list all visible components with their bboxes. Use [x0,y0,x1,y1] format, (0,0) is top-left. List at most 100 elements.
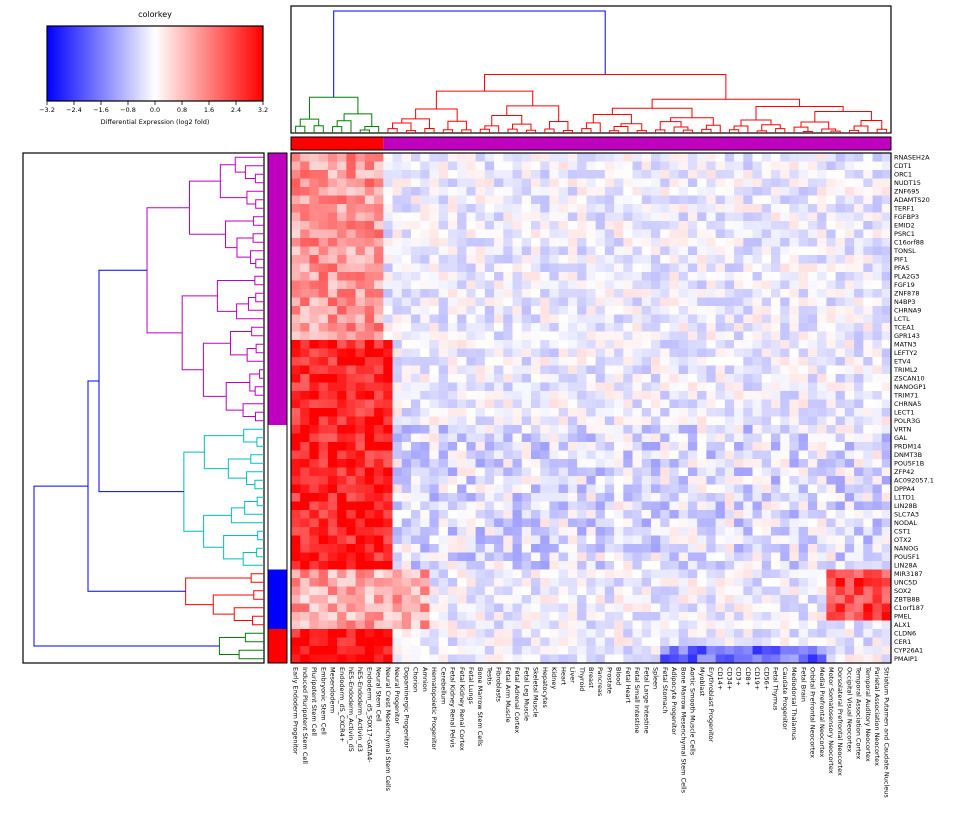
heatmap-cell [383,340,393,349]
column-label: Fetal Large Intestine [642,667,650,734]
heatmap-cell [374,620,384,630]
heatmap-cell [780,238,790,247]
heatmap-cell [623,527,633,536]
heatmap-cell [595,255,606,264]
heatmap-cell [401,331,412,341]
row-label: GAL [894,434,907,442]
heatmap-cell [872,272,883,281]
heatmap-cell [771,170,781,179]
heatmap-cell [863,331,873,341]
heatmap-cell [327,467,338,477]
heatmap-cell [604,450,615,460]
heatmap-cell [752,527,763,536]
heatmap-cell [881,238,892,247]
heatmap-cell [475,425,486,434]
heatmap-cell [540,161,550,171]
heatmap-cell [789,433,799,443]
heatmap-cell [438,518,449,528]
heatmap-cell [623,246,633,256]
heatmap-cell [715,459,726,468]
heatmap-cell [632,280,643,290]
heatmap-cell [291,535,301,545]
heatmap-cell [641,493,652,502]
heatmap-cell [734,314,744,324]
heatmap-cell [503,467,513,477]
heatmap-cell [346,637,356,647]
heatmap-cell [309,510,319,519]
heatmap-cell [521,263,532,273]
heatmap-cell [411,246,421,256]
heatmap-cell [475,348,486,358]
heatmap-cell [438,357,449,366]
heatmap-cell [752,459,763,468]
heatmap-cell [521,357,532,366]
heatmap-cell [678,399,689,409]
heatmap-cell [724,170,735,179]
heatmap-cell [364,229,375,239]
heatmap-cell [318,178,329,188]
heatmap-cell [392,459,403,468]
heatmap-cell [669,561,679,570]
heatmap-cell [771,340,781,349]
heatmap-cell [595,323,606,332]
heatmap-cell [752,646,763,655]
heatmap-cell [392,484,403,494]
heatmap-cell [531,289,541,298]
heatmap-cell [558,382,569,392]
heatmap-cell [567,586,578,596]
heatmap-cell [420,399,430,409]
heatmap-cell [761,501,772,511]
heatmap-cell [512,425,523,434]
heatmap-cell [346,255,356,264]
heatmap-cell [706,595,716,604]
heatmap-cell [457,272,467,281]
heatmap-cell [604,195,615,205]
heatmap-cell [531,552,541,562]
heatmap-cell [337,629,347,638]
heatmap-cell [549,289,559,298]
heatmap-cell [392,612,403,621]
heatmap-cell [586,544,596,553]
heatmap-cell [817,578,827,587]
heatmap-cell [687,476,698,485]
heatmap-cell [687,561,698,570]
heatmap-cell [595,170,606,179]
heatmap-cell [632,578,643,587]
heatmap-cell [826,331,836,341]
heatmap-cell [484,365,495,375]
heatmap-cell [494,399,504,409]
heatmap-cell [457,408,467,417]
heatmap-cell [789,297,799,307]
heatmap-cell [863,552,873,562]
heatmap-cell [826,433,836,443]
column-label: Induced Pluripotent Stem Cell [301,667,309,764]
heatmap-cell [798,255,809,264]
heatmap-cell [503,416,513,426]
dendrogram-link [733,125,749,133]
heatmap-cell [641,595,652,604]
heatmap-cell [752,399,763,409]
heatmap-cell [826,212,836,222]
row-label: CYP26A1 [894,647,923,655]
heatmap-cell [771,238,781,247]
heatmap-cell [697,365,707,375]
heatmap-cell [355,212,366,222]
heatmap-cell [632,518,643,528]
heatmap-cell [291,178,301,188]
heatmap-cell [743,280,753,290]
heatmap-cell [743,535,753,545]
heatmap-cell [411,272,421,281]
heatmap-cell [466,255,476,264]
heatmap-cell [447,340,458,349]
heatmap-cell [494,263,504,273]
heatmap-cell [752,263,763,273]
heatmap-cell [817,527,827,536]
heatmap-cell [734,382,744,392]
heatmap-cell [623,654,633,664]
heatmap-cell [687,348,698,358]
heatmap-cell [364,510,375,519]
heatmap-cell [383,646,393,655]
heatmap-cell [291,603,301,613]
heatmap-cell [300,170,310,179]
heatmap-cell [678,289,689,298]
